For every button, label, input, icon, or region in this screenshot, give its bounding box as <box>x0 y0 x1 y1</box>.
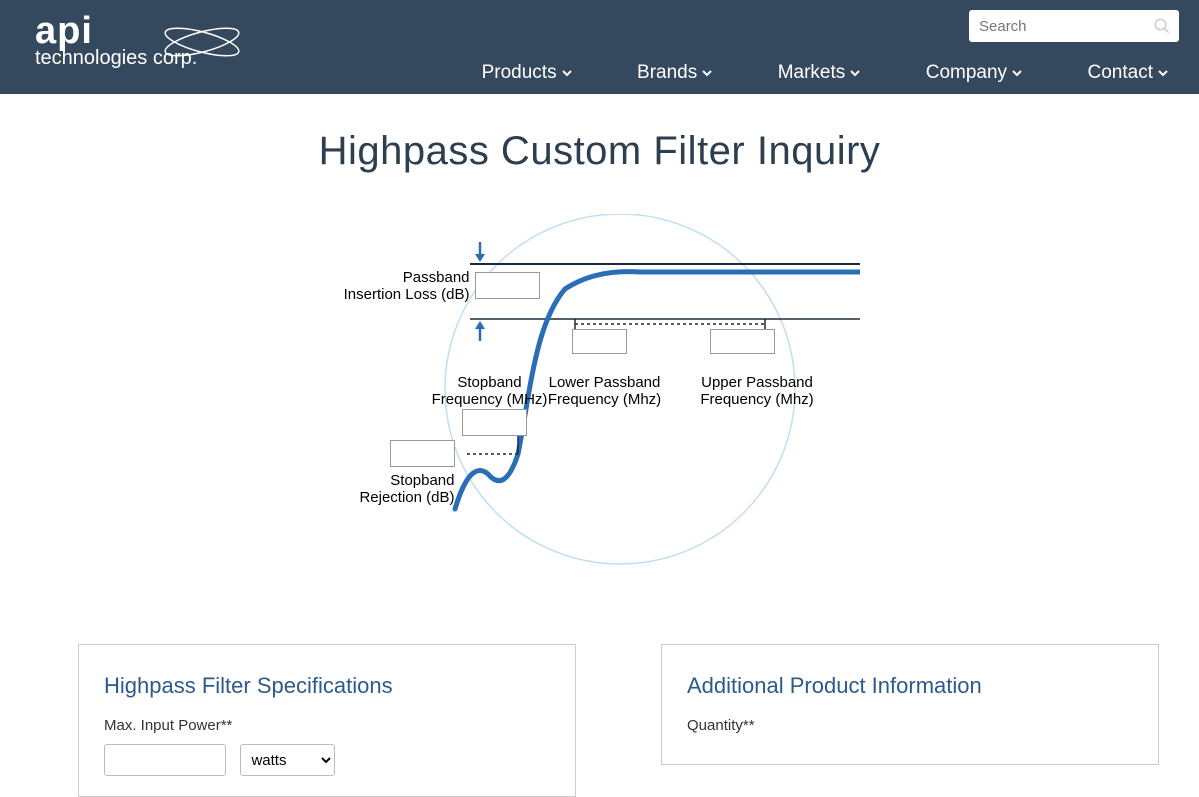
input-passband-insertion-loss[interactable] <box>475 272 540 299</box>
select-power-unit[interactable]: watts <box>240 744 335 776</box>
label-max-input-power: Max. Input Power** <box>104 717 550 734</box>
logo-orbit-icon <box>160 22 245 62</box>
search-icon[interactable] <box>1153 17 1171 40</box>
input-stopband-rejection[interactable] <box>390 440 455 467</box>
nav-products[interactable]: Products <box>482 62 573 84</box>
nav-contact[interactable]: Contact <box>1088 62 1169 84</box>
nav-label: Contact <box>1088 62 1153 83</box>
nav-label: Brands <box>637 62 697 83</box>
logo: api technologies corp. <box>35 10 197 70</box>
search-input[interactable] <box>969 10 1179 42</box>
input-upper-passband-frequency[interactable] <box>710 329 775 354</box>
main-nav: Products Brands Markets Company Contact <box>422 62 1169 84</box>
page-title: Highpass Custom Filter Inquiry <box>0 129 1199 174</box>
chevron-down-icon <box>561 62 573 84</box>
nav-markets[interactable]: Markets <box>778 62 862 84</box>
info-panel: Additional Product Information Quantity*… <box>661 644 1159 765</box>
input-lower-passband-frequency[interactable] <box>572 329 627 354</box>
label-stopband-frequency: Stopband Frequency (MHz) <box>430 374 550 409</box>
chevron-down-icon <box>701 62 713 84</box>
label-passband-insertion-loss: Passband Insertion Loss (dB) <box>330 269 470 304</box>
search-wrap <box>969 10 1179 42</box>
site-header: api technologies corp. Products Brands M… <box>0 0 1199 94</box>
specs-panel: Highpass Filter Specifications Max. Inpu… <box>78 644 576 797</box>
form-panels: Highpass Filter Specifications Max. Inpu… <box>0 644 1199 797</box>
specs-panel-title: Highpass Filter Specifications <box>104 673 550 699</box>
input-stopband-frequency[interactable] <box>462 409 527 436</box>
label-quantity: Quantity** <box>687 717 1133 734</box>
label-stopband-rejection: Stopband Rejection (dB) <box>355 472 455 507</box>
filter-diagram: Passband Insertion Loss (dB) Stopband Fr… <box>0 214 1199 594</box>
nav-label: Products <box>482 62 557 83</box>
chevron-down-icon <box>1157 62 1169 84</box>
info-panel-title: Additional Product Information <box>687 673 1133 699</box>
input-max-input-power[interactable] <box>104 744 226 776</box>
nav-company[interactable]: Company <box>926 62 1023 84</box>
nav-label: Markets <box>778 62 846 83</box>
label-upper-passband-frequency: Upper Passband Frequency (Mhz) <box>695 374 820 409</box>
nav-brands[interactable]: Brands <box>637 62 713 84</box>
nav-label: Company <box>926 62 1007 83</box>
label-lower-passband-frequency: Lower Passband Frequency (Mhz) <box>545 374 665 409</box>
chevron-down-icon <box>1011 62 1023 84</box>
chevron-down-icon <box>849 62 861 84</box>
